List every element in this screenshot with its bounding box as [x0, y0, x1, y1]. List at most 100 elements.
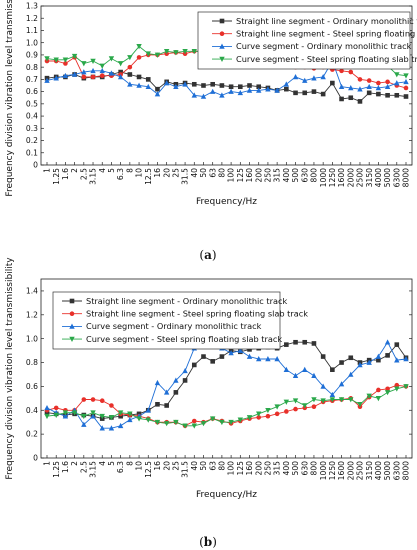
y-axis-title: Frequency division vibration level trans… [5, 0, 15, 197]
data-point [256, 87, 262, 93]
data-point [394, 386, 400, 392]
legend-marker [69, 323, 75, 329]
data-point [283, 366, 290, 372]
legend-label: Curve segment - Ordinary monolithic trac… [86, 321, 262, 331]
x-tick-label: 8000 [402, 168, 411, 187]
legend-label: Straight line segment - Ordinary monolit… [86, 296, 287, 306]
x-tick-label: 1000 [319, 168, 328, 187]
x-tick-label: 125 [236, 461, 245, 476]
data-point [81, 69, 87, 75]
x-tick-label: 40 [190, 168, 199, 178]
data-point [394, 382, 400, 388]
series-line [46, 339, 407, 429]
data-point [246, 87, 253, 93]
x-tick-label: 6.3 [116, 461, 125, 473]
x-tick-label: 2000 [346, 461, 355, 480]
x-tick-label: 1250 [328, 461, 337, 480]
data-point [117, 74, 124, 80]
legend-item: Curve segment - Ordinary monolithic trac… [212, 41, 412, 51]
data-point [311, 397, 317, 403]
x-tick-label: 20 [162, 461, 171, 471]
data-point [136, 55, 142, 60]
data-point [403, 85, 409, 91]
data-point [44, 413, 50, 420]
data-point [385, 92, 390, 98]
data-point [274, 404, 280, 410]
data-point [385, 79, 390, 85]
y-tick-label: 0.5 [26, 99, 38, 108]
x-tick-label: 2 [70, 461, 79, 466]
data-point [348, 95, 354, 101]
x-tick-label: 20 [162, 168, 171, 178]
legend-label: Straight line segment - Steel spring flo… [86, 309, 308, 319]
x-tick-label: 315 [273, 168, 282, 183]
x-tick-label: 250 [264, 461, 273, 476]
data-point [108, 415, 115, 421]
data-point [62, 413, 69, 419]
data-point [219, 419, 225, 426]
data-point [145, 51, 151, 57]
x-tick-label: 80 [217, 461, 226, 471]
x-tick-label: 3150 [365, 461, 374, 480]
data-point [81, 74, 87, 80]
data-point [219, 92, 225, 98]
x-tick-label: 500 [291, 168, 300, 183]
legend-label: Curve segment - Steel spring floating sl… [86, 334, 282, 344]
data-point [44, 56, 50, 62]
x-tick-label: 315 [273, 461, 282, 476]
data-point [348, 355, 354, 361]
y-tick-label: 1.2 [26, 310, 38, 319]
data-point [256, 411, 262, 417]
data-point [145, 417, 151, 423]
x-tick-label: 160 [245, 461, 254, 476]
legend-marker [219, 43, 225, 49]
data-point [339, 360, 344, 365]
x-tick-label: 1250 [328, 168, 337, 187]
x-tick-label: 12.5 [144, 168, 153, 185]
data-point [394, 80, 400, 86]
x-tick-label: 25 [171, 168, 180, 178]
x-tick-label: 200 [254, 168, 263, 183]
data-point [136, 82, 142, 88]
x-tick-label: 50 [199, 168, 208, 178]
x-tick-label: 1 [43, 168, 52, 173]
data-point [201, 83, 206, 88]
x-tick-label: 3.15 [89, 168, 98, 185]
data-point [302, 339, 308, 345]
x-tick-label: 1 [43, 461, 52, 466]
y-tick-label: 0.2 [26, 136, 38, 145]
data-point [81, 397, 87, 402]
data-point [348, 371, 354, 377]
data-point [127, 72, 133, 77]
data-point [228, 84, 234, 90]
data-point [71, 71, 78, 77]
data-point [403, 94, 409, 99]
chart-b: 00.20.40.60.81.01.21.41 1.25 1.6 2 2.5 3.15 4 5… [5, 257, 413, 500]
data-point [320, 383, 326, 389]
data-point [384, 390, 391, 396]
data-point [44, 410, 50, 415]
data-point [182, 378, 188, 383]
x-tick-label: 400 [282, 168, 291, 183]
data-point [163, 389, 170, 395]
data-point [62, 57, 69, 63]
data-point [403, 356, 409, 362]
x-axis-title: Frequency/Hz [196, 197, 257, 207]
x-tick-label: 2.5 [79, 168, 88, 180]
x-tick-label: 250 [264, 168, 273, 183]
data-point [182, 48, 188, 55]
data-point [394, 342, 400, 347]
data-point [99, 425, 105, 431]
data-point [191, 418, 197, 424]
x-tick-label: 5 [107, 461, 116, 466]
data-point [256, 415, 262, 420]
x-tick-label: 4000 [374, 168, 383, 187]
data-point [173, 377, 179, 383]
data-point [311, 341, 317, 346]
data-point [136, 416, 142, 422]
y-axis-title: Frequency division vibration level trans… [5, 257, 15, 480]
legend-box [52, 291, 281, 350]
data-point [274, 356, 280, 362]
data-point [44, 404, 50, 411]
plot-frame [40, 5, 413, 166]
